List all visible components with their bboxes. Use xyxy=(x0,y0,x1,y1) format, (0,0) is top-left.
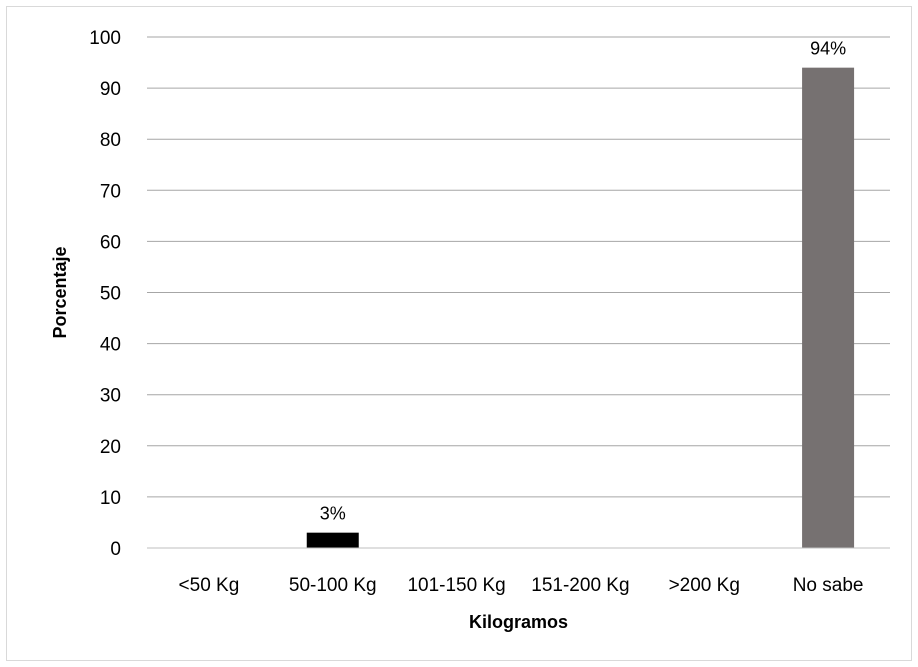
y-tick-label: 30 xyxy=(100,386,121,407)
data-labels: 3% 94% xyxy=(320,39,846,524)
bar xyxy=(306,532,359,548)
y-tick-label: 100 xyxy=(89,28,121,49)
x-tick-label: <50 Kg xyxy=(179,575,240,596)
bars xyxy=(306,67,855,548)
y-tick-label: 70 xyxy=(100,181,121,202)
x-tick-label: >200 Kg xyxy=(669,575,740,596)
y-tick-label: 80 xyxy=(100,130,121,151)
y-tick-label: 20 xyxy=(100,437,121,458)
y-axis-ticks: 0 10 20 30 40 50 60 70 80 90 100 xyxy=(89,28,121,560)
data-label: 94% xyxy=(810,39,846,59)
y-tick-label: 90 xyxy=(100,79,121,100)
x-axis-title: Kilogramos xyxy=(469,612,568,632)
gridlines xyxy=(147,36,890,498)
x-tick-label: 50-100 Kg xyxy=(289,575,377,596)
bar xyxy=(802,67,855,548)
x-tick-label: No sabe xyxy=(793,575,864,596)
y-tick-label: 50 xyxy=(100,284,121,305)
y-tick-label: 0 xyxy=(110,539,121,560)
x-axis-ticks: <50 Kg 50-100 Kg 101-150 Kg 151-200 Kg >200 … xyxy=(179,575,864,596)
y-tick-label: 40 xyxy=(100,335,121,356)
y-tick-label: 60 xyxy=(100,232,121,253)
y-tick-label: 10 xyxy=(100,488,121,509)
x-tick-label: 151-200 Kg xyxy=(531,575,629,596)
data-label: 3% xyxy=(320,504,346,524)
x-tick-label: 101-150 Kg xyxy=(407,575,505,596)
chart-frame xyxy=(6,6,912,661)
y-axis-title: Porcentaje xyxy=(50,246,70,338)
